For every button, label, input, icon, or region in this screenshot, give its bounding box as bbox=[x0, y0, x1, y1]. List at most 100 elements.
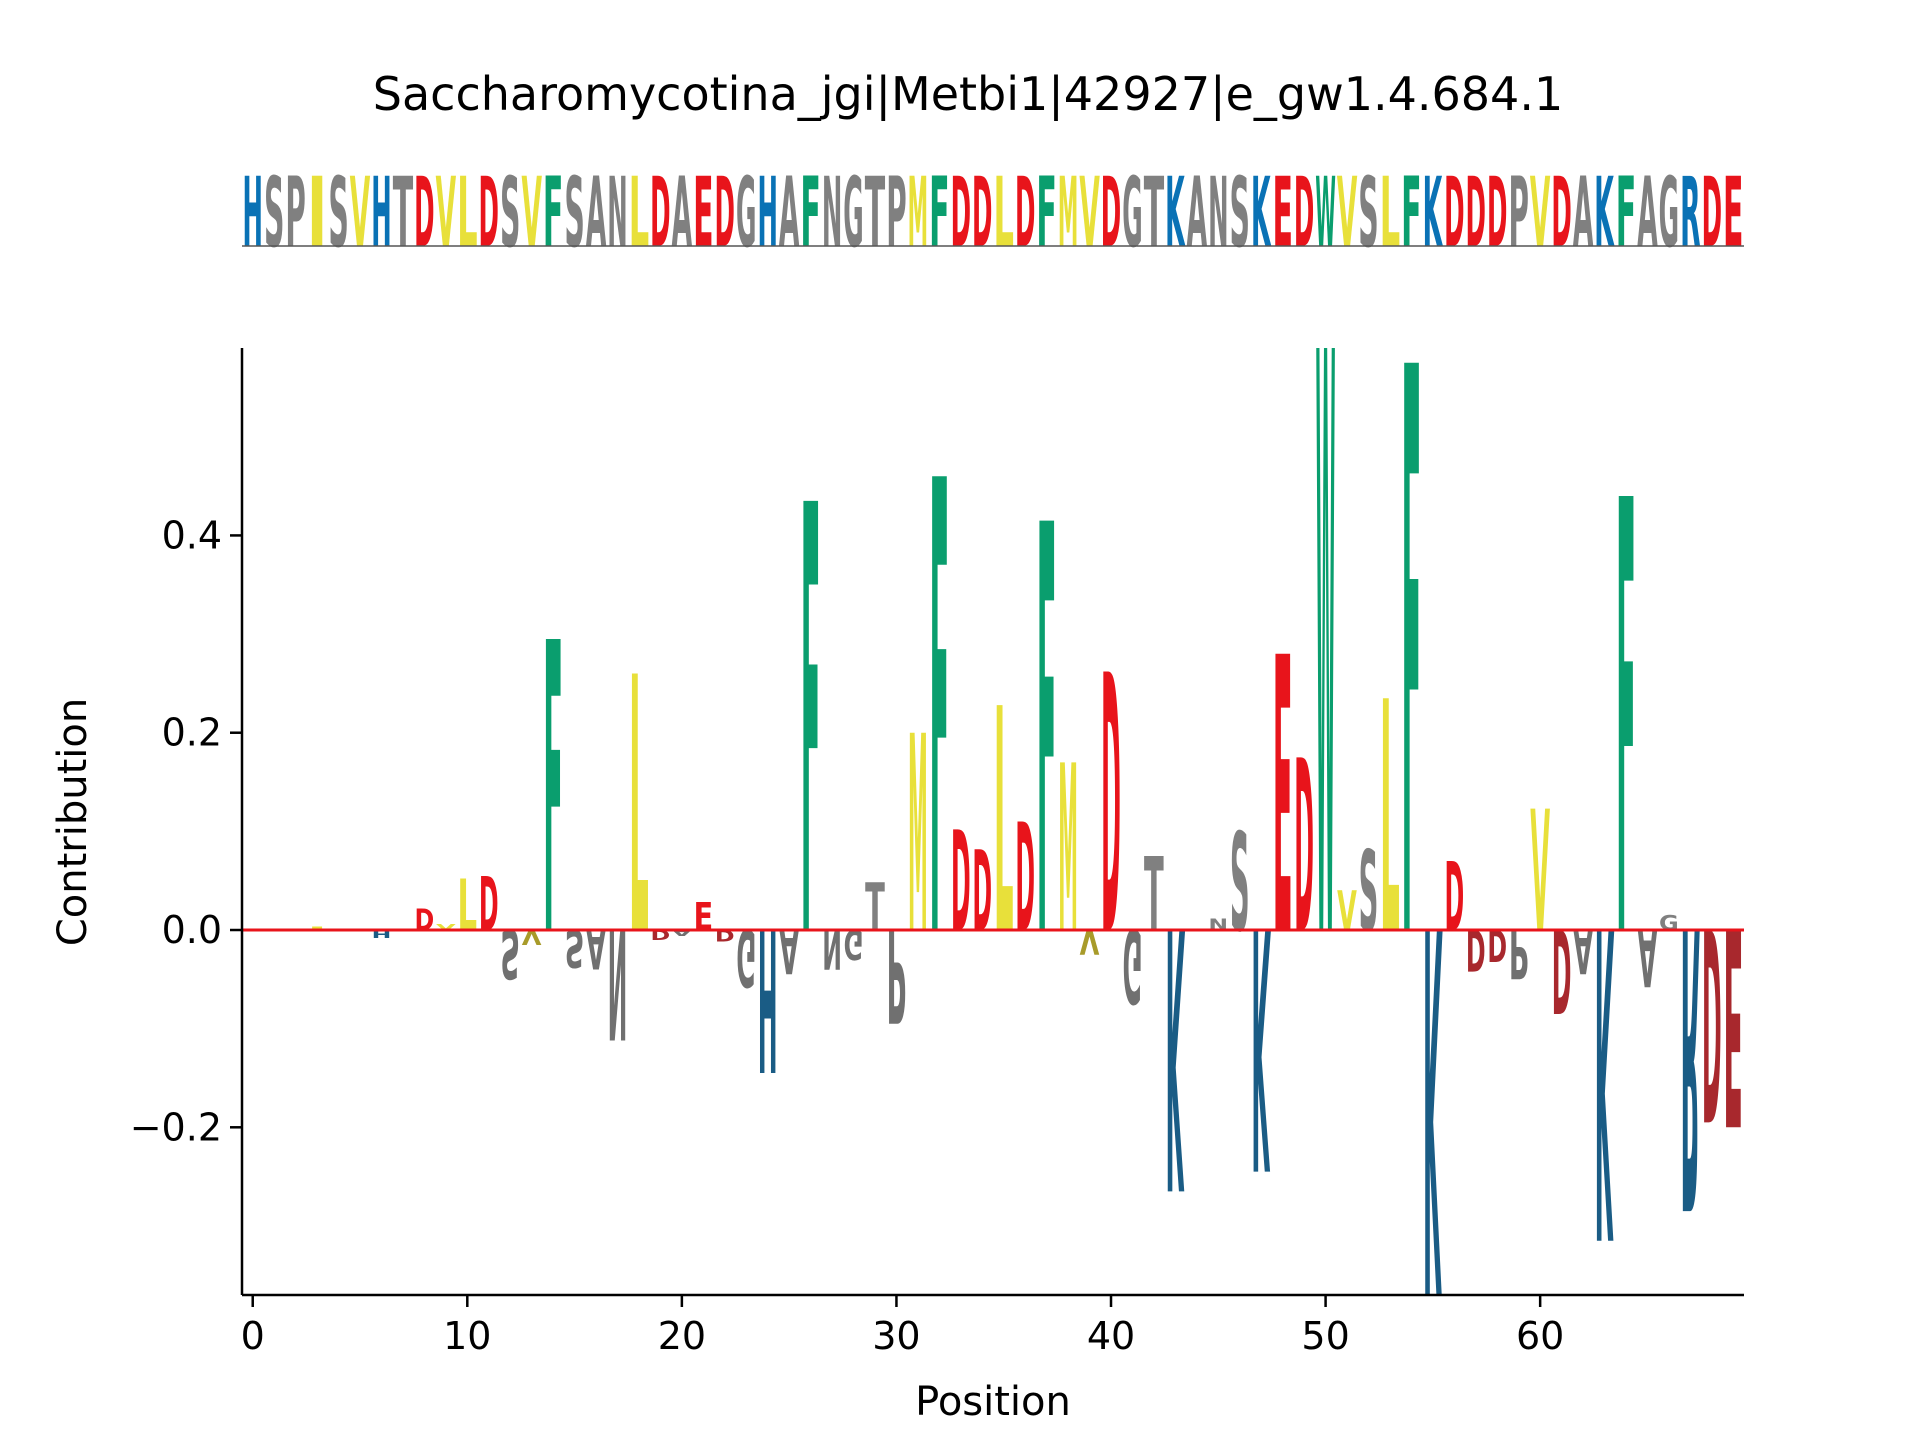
logo-glyph: E bbox=[1723, 865, 1743, 1180]
logo-glyph: D bbox=[1444, 844, 1464, 954]
logo-glyph: G bbox=[844, 920, 864, 967]
sequence-letter: V bbox=[436, 157, 457, 269]
sequence-letter: A bbox=[672, 157, 693, 269]
logo-glyph: K bbox=[1595, 828, 1615, 1324]
sequence-letter: E bbox=[1272, 157, 1292, 269]
logo-glyph: F bbox=[801, 385, 821, 1070]
y-tick-label: −0.2 bbox=[130, 1105, 222, 1149]
sequence-letter: E bbox=[1723, 157, 1743, 269]
sequence-letter: S bbox=[1230, 156, 1250, 269]
sequence-letter: S bbox=[500, 156, 520, 269]
sequence-letter: L bbox=[1380, 157, 1400, 268]
sequence-letter: D bbox=[1487, 157, 1507, 269]
logo-glyph: D bbox=[1466, 916, 1486, 981]
sequence-letter: V bbox=[1337, 157, 1358, 269]
sequence-letter: A bbox=[1187, 157, 1208, 269]
contribution-glyphs: IHDVLDSVFSANLDAEDGHAFNGTPMFDDLDFMVDGTKNS… bbox=[307, 191, 1743, 1395]
sequence-letter: S bbox=[1358, 156, 1378, 269]
logo-glyph: A bbox=[779, 914, 799, 984]
sequence-letter: T bbox=[393, 157, 414, 269]
sequence-letter: F bbox=[800, 157, 820, 269]
sequence-letter: L bbox=[994, 157, 1014, 268]
sequence-letter: F bbox=[1616, 157, 1636, 269]
logo-glyph: L bbox=[629, 603, 649, 1013]
logo-glyph: V bbox=[1080, 921, 1100, 961]
logo-glyph: F bbox=[1037, 409, 1057, 1063]
logo-glyph: L bbox=[994, 643, 1014, 1003]
sequence-letter: P bbox=[1508, 156, 1528, 269]
logo-glyph: D bbox=[479, 863, 499, 949]
sequence-letter: V bbox=[350, 157, 371, 269]
logo-glyph: F bbox=[543, 559, 563, 1024]
logo-glyph: M bbox=[908, 680, 928, 995]
sequence-letter: R bbox=[1680, 157, 1700, 269]
sequence-letter: D bbox=[715, 157, 735, 269]
sequence-letter: V bbox=[521, 157, 542, 269]
sequence-letter: A bbox=[1573, 157, 1594, 269]
logo-glyph: P bbox=[887, 900, 907, 1049]
sequence-letter: A bbox=[779, 157, 800, 269]
logo-glyph: G bbox=[1123, 905, 1143, 1022]
logo-glyph: K bbox=[1166, 845, 1186, 1263]
sequence-letter: E bbox=[693, 157, 713, 269]
logo-glyph: A bbox=[586, 917, 606, 980]
logo-glyph: A bbox=[1638, 911, 1658, 1002]
sequence-letter: D bbox=[1294, 157, 1314, 269]
logo-glyph: R bbox=[1680, 838, 1700, 1287]
sequence-letter: D bbox=[1466, 157, 1486, 269]
sequence-letter: H bbox=[371, 157, 391, 269]
sequence-letter: G bbox=[736, 157, 756, 269]
logo-glyph: K bbox=[1423, 811, 1443, 1394]
x-tick-label: 40 bbox=[1087, 1314, 1135, 1358]
sequence-letter: D bbox=[479, 157, 499, 269]
logo-glyph: G bbox=[736, 911, 756, 1003]
logo-glyph: D bbox=[1015, 793, 1035, 966]
sequence-letter: V bbox=[1530, 157, 1551, 269]
sequence-letter: L bbox=[629, 157, 649, 268]
x-axis-label: Position bbox=[915, 1379, 1071, 1425]
logo-glyph: P bbox=[1509, 913, 1529, 992]
logo-glyph: H bbox=[758, 884, 778, 1113]
y-axis-ticks: −0.2 0.0 0.2 0.4 bbox=[130, 513, 242, 1149]
logo-glyph: S bbox=[1230, 805, 1250, 963]
sequence-letter: N bbox=[1208, 157, 1228, 269]
logo-glyph: G bbox=[1659, 912, 1679, 936]
x-tick-label: 60 bbox=[1516, 1314, 1564, 1358]
sequence-letter: P bbox=[886, 156, 906, 269]
logo-glyph: V bbox=[1337, 880, 1357, 943]
sequence-letter: T bbox=[1144, 157, 1165, 269]
logo-glyph: T bbox=[865, 869, 885, 945]
logo-glyph: F bbox=[1402, 208, 1422, 1114]
x-tick-label: 20 bbox=[658, 1314, 706, 1358]
logo-glyph: A bbox=[1573, 914, 1593, 984]
logo-glyph: V bbox=[1530, 776, 1550, 970]
logo-glyph: N bbox=[822, 917, 842, 981]
chart-title: Saccharomycotina_jgi|Metbi1|42927|e_gw1.… bbox=[373, 67, 1563, 122]
logo-glyph: D bbox=[951, 803, 971, 963]
logo-glyph: V bbox=[436, 923, 456, 932]
logo-glyph: L bbox=[457, 865, 477, 947]
sequence-letter: H bbox=[243, 157, 263, 269]
sequence-letter: M bbox=[1058, 159, 1078, 270]
logo-glyph: F bbox=[1616, 379, 1636, 1071]
y-axis-label: Contribution bbox=[50, 698, 96, 946]
sequence-letter: A bbox=[586, 157, 607, 269]
x-tick-label: 10 bbox=[443, 1314, 491, 1358]
logo-glyph: W bbox=[1316, 191, 1336, 1120]
logo-glyph: D bbox=[415, 903, 435, 937]
sequence-letter: N bbox=[822, 157, 842, 269]
logo-glyph: T bbox=[1144, 836, 1164, 954]
logo-glyph: D bbox=[1487, 919, 1507, 969]
sequence-letter: H bbox=[757, 157, 777, 269]
logo-glyph: N bbox=[608, 894, 628, 1071]
sequence-letter: K bbox=[1251, 157, 1272, 269]
sequence-letter: D bbox=[1551, 157, 1571, 269]
sequence-letter: P bbox=[285, 156, 305, 269]
sequence-letter: K bbox=[1594, 157, 1615, 269]
logo-glyph: D bbox=[1552, 902, 1572, 1036]
logo-glyph: L bbox=[1380, 636, 1400, 1006]
sequence-letter: G bbox=[843, 157, 863, 269]
sequence-letter: D bbox=[951, 157, 971, 269]
sequence-letter: T bbox=[865, 157, 886, 269]
x-tick-label: 30 bbox=[872, 1314, 920, 1358]
